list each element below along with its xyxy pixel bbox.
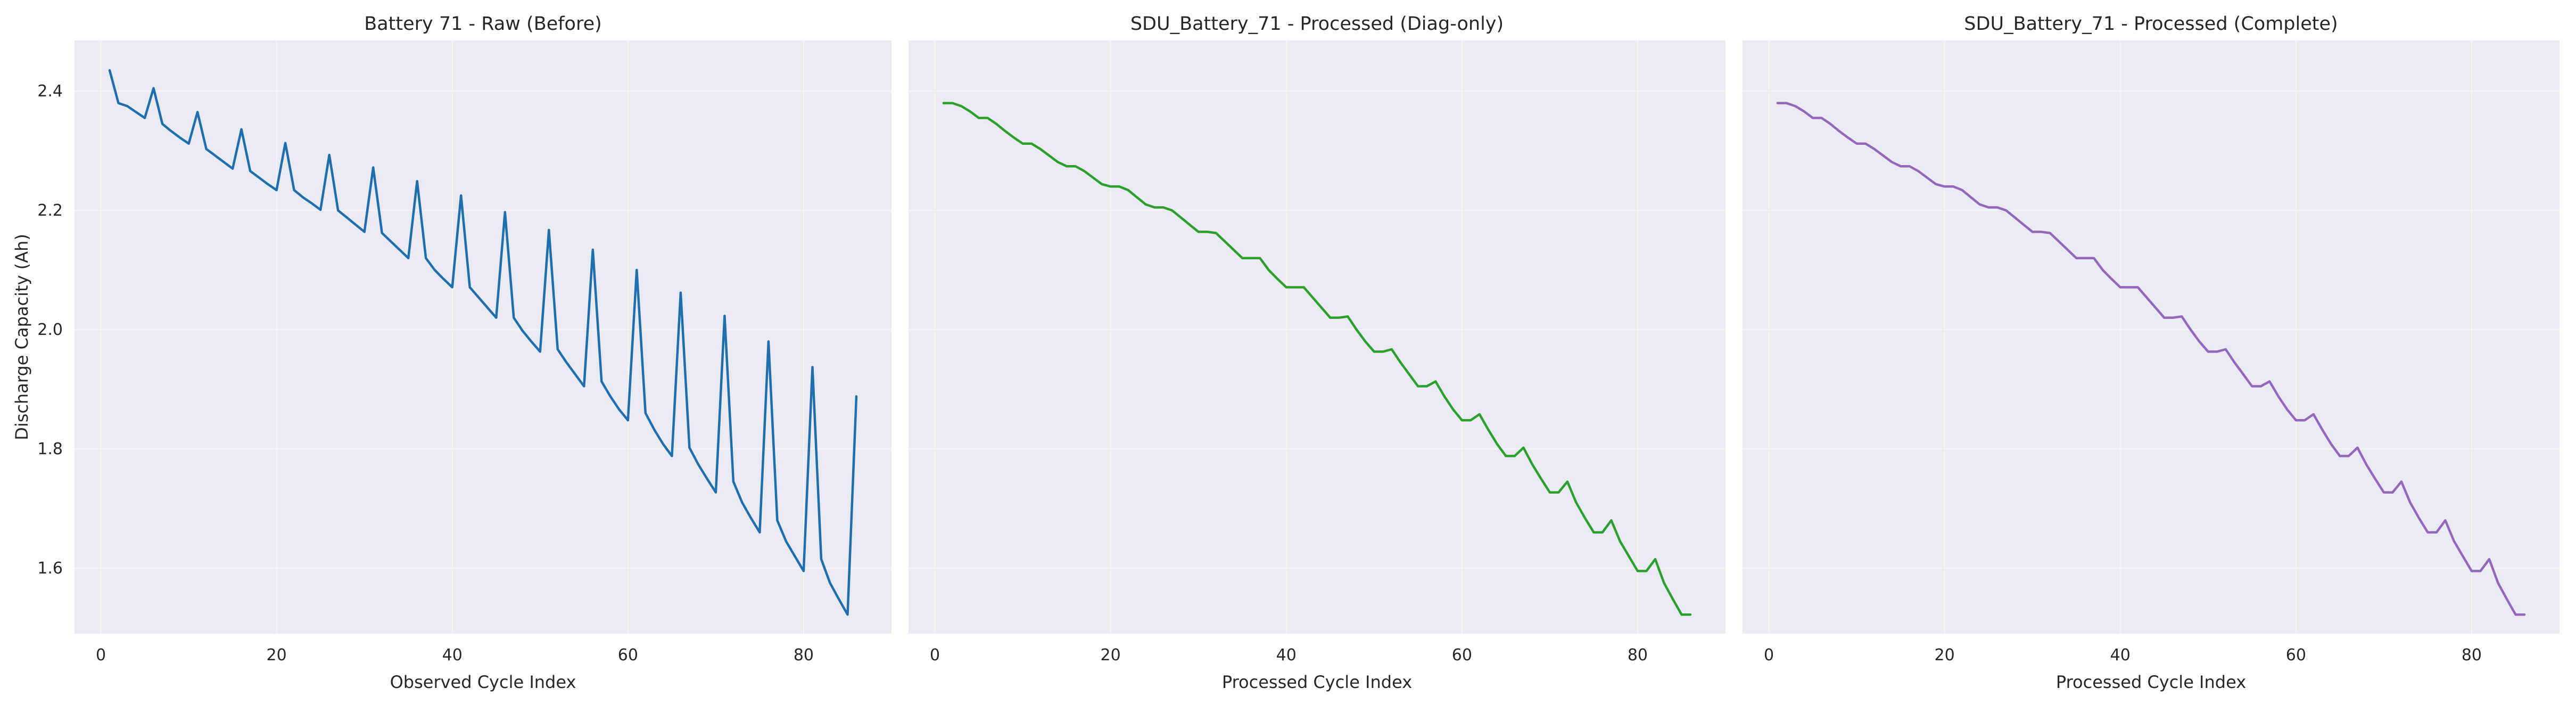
chart-panel-1: 0 20 40 60 80 1.6 1.8 2.0 2.2 2.4 Battery 71 - Raw… (12, 13, 891, 692)
x-tick-label: 80 (2462, 646, 2482, 665)
plot-area (75, 40, 891, 634)
y-tick-label: 1.6 (37, 559, 63, 578)
x-tick-label: 60 (2286, 646, 2306, 665)
y-axis-label: Discharge Capacity (Ah) (12, 234, 32, 440)
x-tick-label: 40 (1276, 646, 1297, 665)
plot-area (909, 40, 1725, 634)
x-tick-label: 20 (267, 646, 287, 665)
x-tick-label: 40 (442, 646, 463, 665)
chart-title: SDU_Battery_71 - Processed (Diag-only) (1130, 13, 1504, 35)
chart-panel-2: 0 20 40 60 80 SDU_Battery_71 - Processed (Dia… (909, 13, 1725, 692)
x-tick-label: 80 (1628, 646, 1648, 665)
x-tick-label: 0 (96, 646, 106, 665)
chart-title: SDU_Battery_71 - Processed (Complete) (1964, 13, 2338, 35)
x-tick-label: 60 (618, 646, 638, 665)
x-tick-label: 20 (1101, 646, 1121, 665)
series-line-1 (1776, 102, 2526, 616)
x-tick-label: 60 (1452, 646, 1472, 665)
x-axis-label: Processed Cycle Index (2056, 672, 2246, 692)
x-tick-label: 0 (930, 646, 940, 665)
x-tick-label: 40 (2110, 646, 2131, 665)
chart-panel-3: 0 20 40 60 80 SDU_Battery_71 - Processed (Com… (1743, 13, 2560, 692)
y-tick-label: 1.8 (37, 440, 63, 458)
x-axis-label: Observed Cycle Index (390, 672, 576, 692)
chart-title: Battery 71 - Raw (Before) (364, 13, 602, 35)
y-tick-label: 2.4 (37, 82, 63, 101)
y-tick-label: 2.2 (37, 201, 63, 220)
x-tick-label: 20 (1935, 646, 1955, 665)
x-tick-label: 80 (794, 646, 814, 665)
x-axis-label: Processed Cycle Index (1222, 672, 1412, 692)
series-line-1 (108, 69, 858, 616)
series-line-1 (942, 102, 1692, 616)
y-tick-label: 2.0 (37, 321, 63, 339)
x-tick-label: 0 (1764, 646, 1774, 665)
plot-area (1743, 40, 2560, 634)
